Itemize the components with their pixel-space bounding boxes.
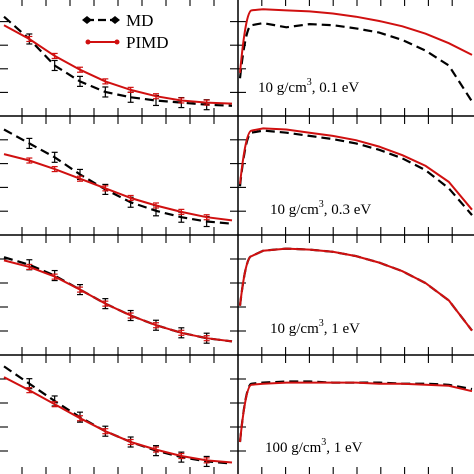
panel-label-row-3: 10 g/cm3, 1 eV (270, 318, 360, 337)
panel-label-exponent: 3 (321, 437, 326, 448)
md-series-line (3, 15, 233, 107)
legend-md-label: MD (126, 11, 153, 30)
panel-frame (0, 0, 239, 117)
panel-label-density: 10 g/cm (258, 80, 307, 96)
panel-label-density: 100 g/cm (265, 440, 322, 456)
legend: MD PIMD (82, 11, 169, 52)
legend-pimd-label: PIMD (126, 33, 169, 52)
legend-pimd-entry: PIMD (85, 33, 169, 52)
md-series-line (238, 380, 473, 443)
pimd-series-line (239, 127, 473, 211)
legend-md-marker (82, 16, 92, 24)
panel-label-density: 10 g/cm (270, 202, 319, 218)
md-series-line (238, 129, 473, 216)
panel-frame (237, 234, 474, 356)
panel-right-row-3 (237, 234, 474, 356)
panel-left-row-1 (0, 0, 239, 117)
panel-left-row-2 (0, 115, 239, 236)
panel-left-row-4 (0, 354, 239, 474)
panel-label-exponent: 3 (307, 77, 312, 88)
panel-label-exponent: 3 (319, 318, 324, 329)
panel-label-conditions: , 1 eV (326, 440, 362, 456)
panel-label-row-1: 10 g/cm3, 0.1 eV (258, 77, 359, 96)
pimd-series-line (239, 381, 473, 443)
md-series-line (3, 365, 233, 465)
panel-label-exponent: 3 (319, 199, 324, 210)
panel-frame (0, 354, 239, 474)
panel-right-row-4 (237, 354, 474, 474)
panel-label-density: 10 g/cm (270, 321, 319, 337)
pimd-series-line (3, 24, 233, 105)
pimd-series-line (3, 259, 233, 343)
pimd-series-line (239, 247, 473, 332)
panel-labels: 10 g/cm3, 0.1 eV 10 g/cm3, 0.3 eV 10 g/c… (258, 77, 371, 456)
legend-pimd-marker (114, 39, 120, 45)
md-series-line (238, 247, 473, 332)
md-series-line (238, 21, 473, 103)
legend-md-marker (110, 16, 120, 24)
panel-label-conditions: , 0.3 eV (324, 202, 372, 218)
panel-frame (237, 354, 474, 474)
legend-md-entry: MD (82, 11, 153, 30)
pimd-series-line (239, 8, 473, 73)
panel-label-row-4: 100 g/cm3, 1 eV (265, 437, 363, 456)
panel-right-row-1 (237, 0, 474, 117)
legend-pimd-marker (85, 39, 91, 45)
panel-label-row-2: 10 g/cm3, 0.3 eV (270, 199, 371, 218)
md-series-line (3, 128, 233, 225)
panel-left-row-3 (0, 234, 239, 356)
pimd-series-line (3, 376, 233, 464)
panel-label-conditions: , 1 eV (324, 321, 360, 337)
pimd-series-line (3, 153, 233, 222)
panel-label-conditions: , 0.1 eV (312, 80, 360, 96)
